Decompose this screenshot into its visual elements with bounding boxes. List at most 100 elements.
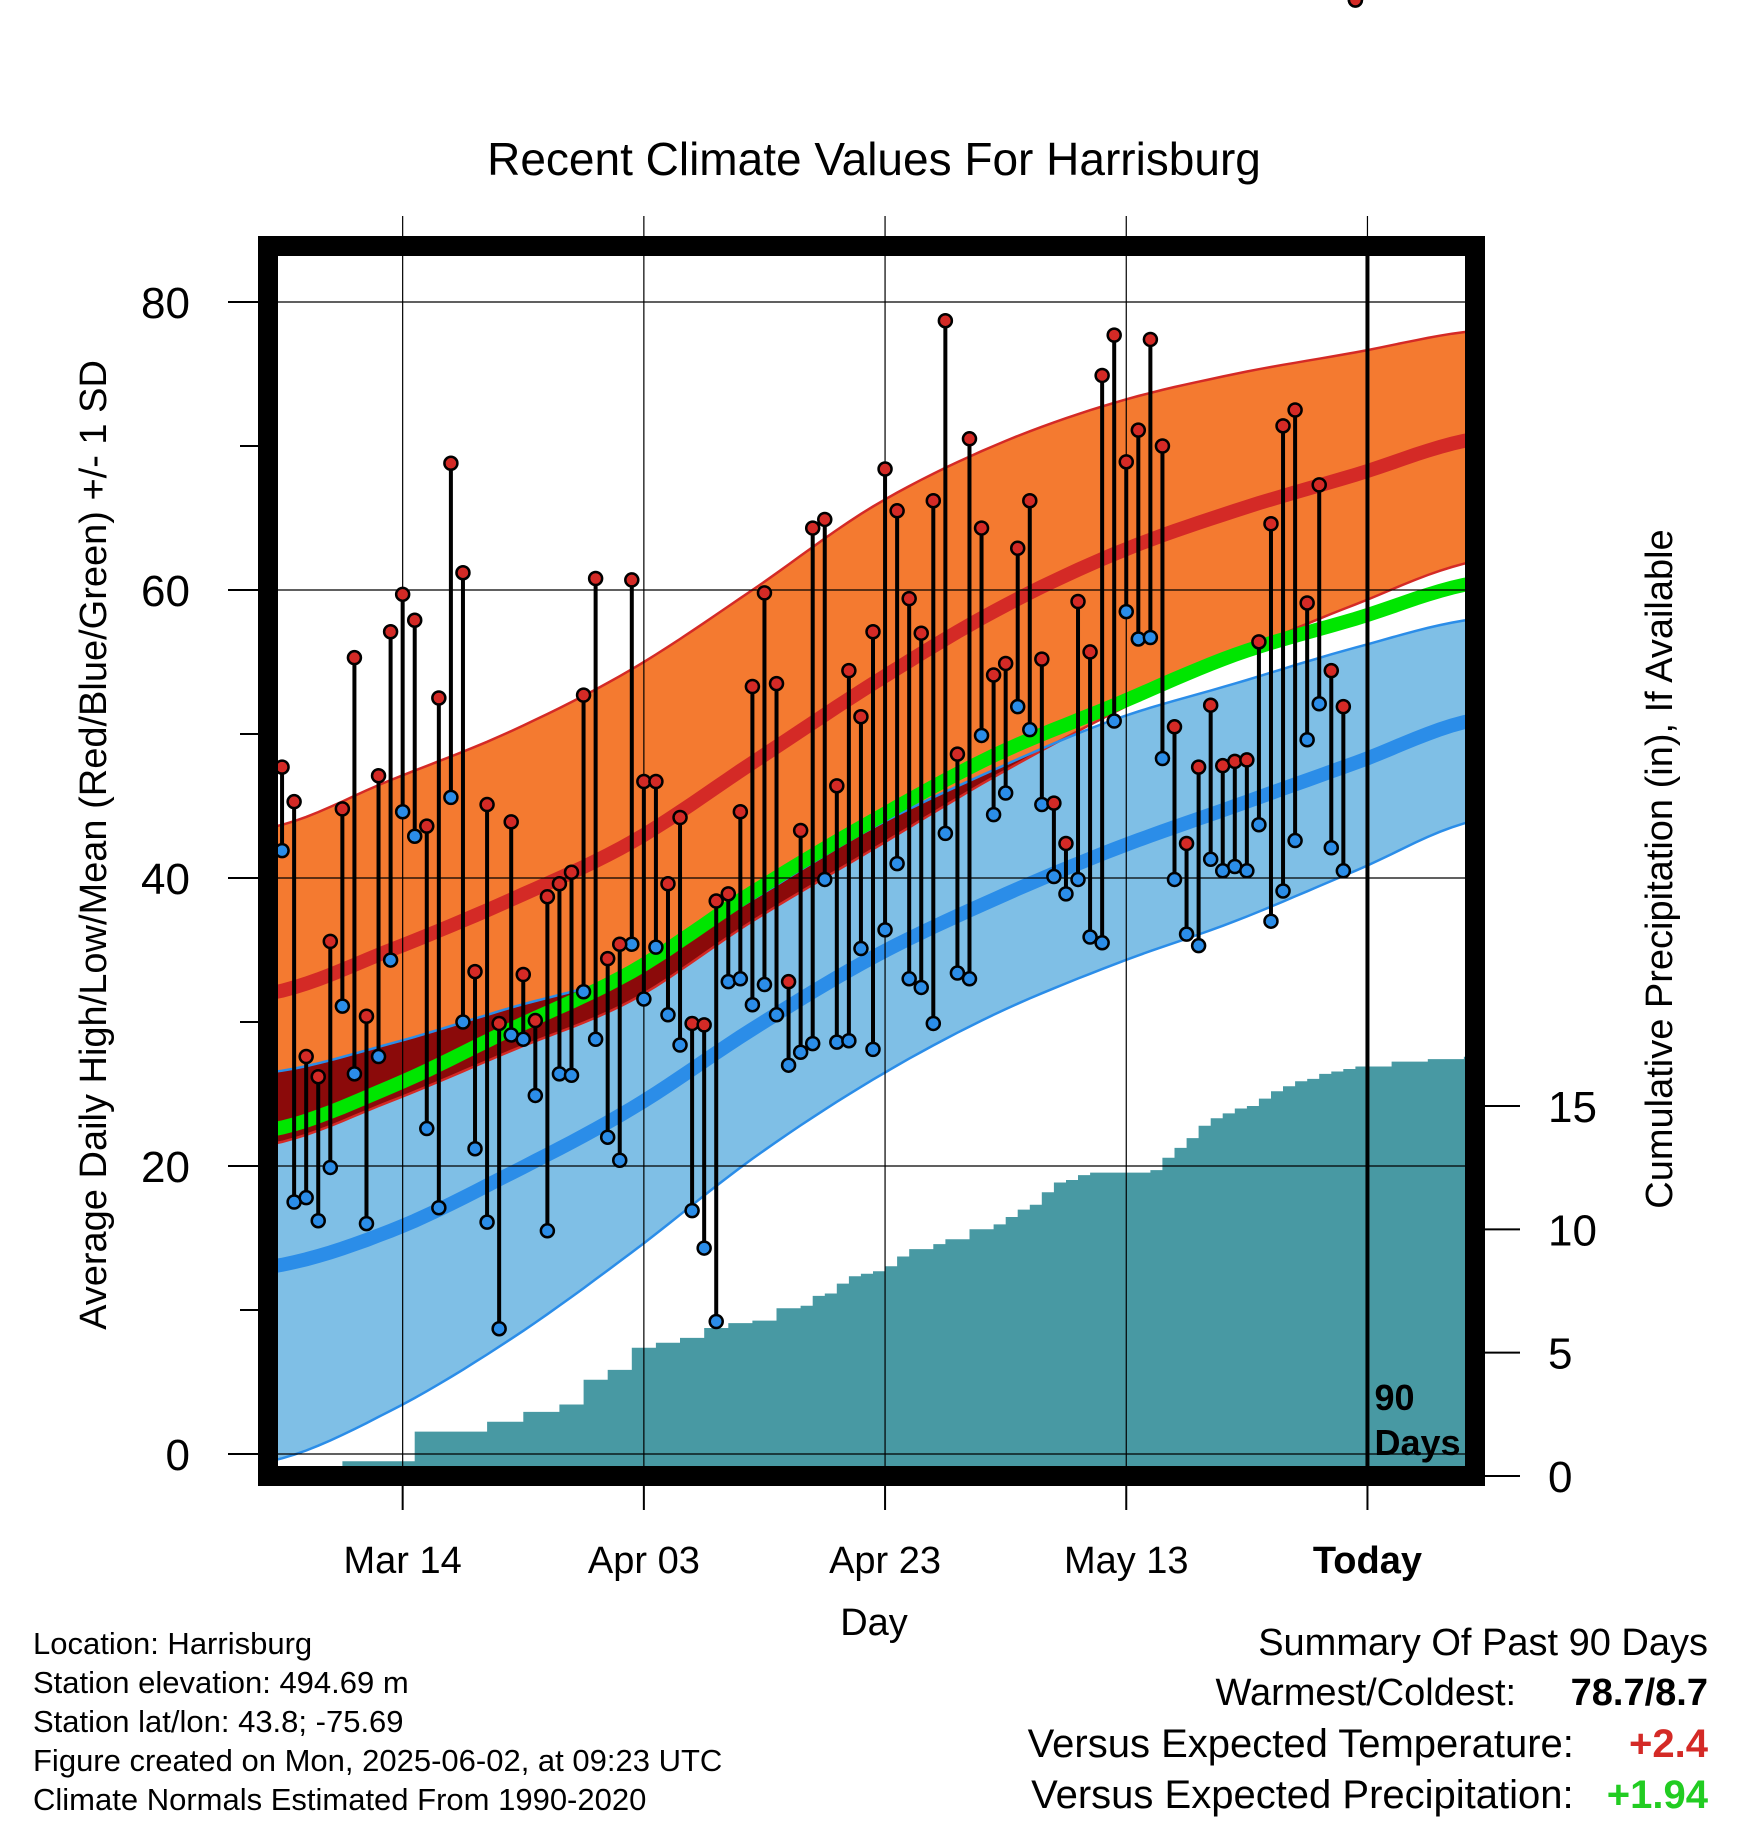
high-point (587, 570, 604, 587)
low-point (587, 1031, 604, 1048)
high-point (708, 893, 724, 909)
low-point (611, 1152, 628, 1168)
warm-cold-value: 78.7/8.7 (1570, 1672, 1708, 1714)
low-point (684, 1202, 700, 1219)
daily-range-bars (262, 0, 1364, 1337)
low-point (1323, 840, 1340, 856)
precip-value: +1.94 (1606, 1773, 1708, 1817)
low-point (660, 1007, 676, 1023)
high-point (1009, 540, 1026, 556)
elevation-text: Station elevation: 494.69 m (33, 1665, 409, 1700)
low-point (431, 1200, 447, 1216)
high-point (925, 492, 942, 509)
y2-tick-label: 15 (1548, 1083, 1597, 1132)
low-point (889, 855, 905, 872)
low-point (756, 976, 773, 993)
low-point (696, 1240, 712, 1256)
today-days-label-1: 90 (1374, 1377, 1414, 1418)
high-point (563, 864, 580, 880)
low-point (491, 1320, 507, 1337)
low-sd-lower-line (269, 819, 1475, 1463)
low-point (1239, 863, 1255, 879)
x-tick-label: Today (1313, 1540, 1422, 1582)
high-point (382, 624, 399, 640)
high-point (467, 963, 483, 980)
low-point (1287, 832, 1303, 849)
y2-tick-label: 10 (1548, 1206, 1597, 1255)
high-point (298, 1048, 314, 1065)
high-point (865, 624, 881, 640)
low-point (1299, 732, 1315, 748)
high-point (1275, 418, 1291, 434)
chart-title: Recent Climate Values For Harrisburg (487, 133, 1261, 185)
x-tick-label: May 13 (1064, 1540, 1189, 1582)
low-point (1058, 886, 1074, 902)
high-point (829, 778, 845, 794)
high-point (1094, 367, 1110, 384)
low-point (1022, 721, 1038, 738)
low-point (1202, 851, 1219, 868)
y2-tick-label: 0 (1548, 1453, 1572, 1502)
high-point (853, 708, 869, 725)
y-tick-label: 60 (141, 567, 190, 616)
low-point (804, 1035, 821, 1052)
high-point (720, 886, 737, 902)
low-point (1094, 935, 1110, 951)
low-point (1166, 871, 1183, 888)
high-point (817, 511, 833, 528)
high-point (1166, 719, 1183, 735)
high-point (901, 590, 917, 607)
low-point (1335, 863, 1352, 879)
low-point (406, 828, 423, 844)
high-point (1034, 651, 1050, 667)
plot-frame (258, 236, 1485, 1486)
high-point (491, 1015, 507, 1032)
y-tick-label: 20 (141, 1143, 190, 1192)
high-point (1263, 516, 1279, 532)
low-point (1178, 926, 1195, 942)
low-point (479, 1214, 495, 1230)
high-point (1178, 835, 1195, 852)
x-tick-label: Mar 14 (344, 1540, 462, 1582)
high-point (973, 520, 990, 536)
low-point (1263, 913, 1279, 929)
low-point (708, 1313, 724, 1330)
high-point (443, 455, 459, 472)
high-point (913, 625, 929, 641)
precip-label: Versus Expected Precipitation: (1031, 1773, 1574, 1817)
low-point (1118, 603, 1135, 620)
high-point (527, 1012, 544, 1029)
low-point (817, 871, 833, 888)
low-point (672, 1037, 688, 1053)
y-axis-label: Average Daily High/Low/Mean (Red/Blue/Gr… (73, 360, 115, 1330)
high-point (431, 690, 447, 706)
high-point (1311, 477, 1327, 493)
high-point (780, 973, 797, 990)
high-point (503, 814, 519, 830)
y-tick-label: 80 (141, 279, 190, 328)
low-point (394, 804, 411, 820)
high-point (419, 818, 435, 834)
low-point (382, 952, 399, 968)
low-point (865, 1041, 881, 1058)
high-point (539, 888, 556, 905)
warm-cold-label: Warmest/Coldest: (1215, 1672, 1517, 1714)
low-point (1190, 937, 1207, 954)
low-point (346, 1066, 363, 1082)
low-point (877, 922, 893, 938)
high-point (792, 822, 809, 839)
low-point (744, 996, 761, 1013)
precip-layer (270, 1056, 1475, 1476)
low-point (985, 806, 1002, 823)
low-point (358, 1215, 375, 1232)
high-point (394, 586, 411, 603)
high-point (1154, 438, 1171, 454)
high-point (1335, 698, 1352, 715)
high-point (997, 655, 1014, 672)
temp-label: Versus Expected Temperature: (1027, 1722, 1574, 1766)
low-point (973, 727, 990, 744)
high-point (1118, 454, 1135, 470)
summary-warm-cold-row: Warmest/Coldest: 78.7/8.7 (1216, 1672, 1708, 1715)
